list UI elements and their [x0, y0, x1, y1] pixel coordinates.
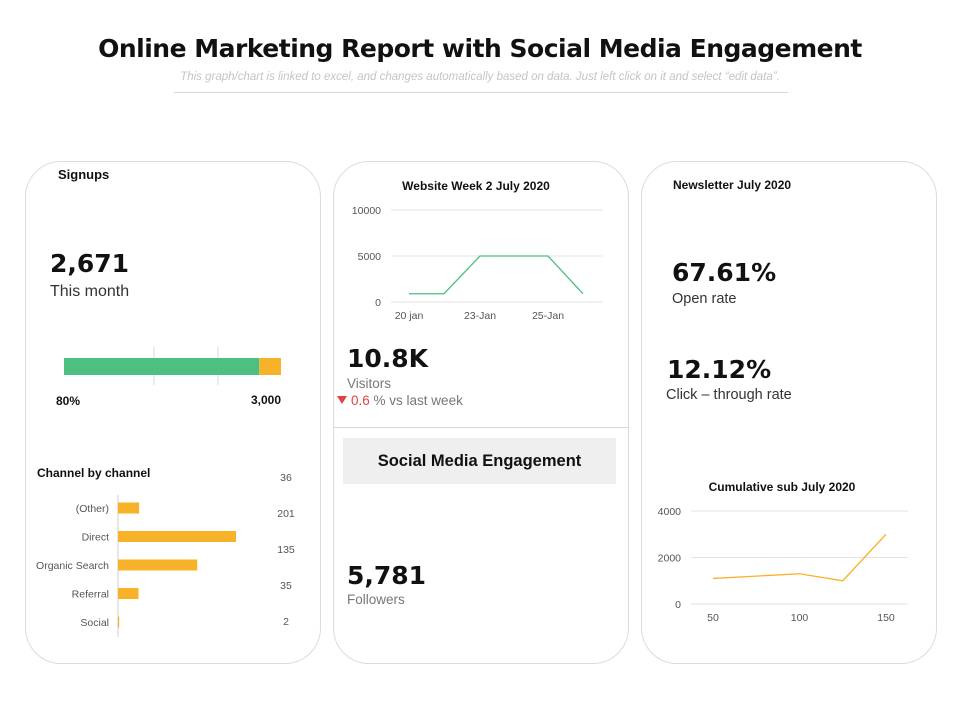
- signups-heading: Signups: [58, 167, 110, 182]
- x-tick-label: 50: [707, 612, 719, 624]
- x-tick-label: 100: [791, 612, 809, 624]
- chart-title: Channel by channel: [37, 466, 150, 480]
- x-tick-label: 23-Jan: [464, 310, 496, 322]
- y-tick-label: 0: [675, 599, 681, 611]
- ctr-value: 12.12%: [667, 355, 772, 384]
- progress-fill: [64, 358, 260, 375]
- ctr-label: Click – through rate: [666, 387, 792, 403]
- category-label: Organic Search: [36, 560, 109, 572]
- y-tick-label: 0: [375, 297, 381, 309]
- data-label: 36: [280, 472, 292, 484]
- data-label: 201: [277, 508, 295, 520]
- visitors-label: Visitors: [347, 376, 392, 391]
- visitors-change-value: 0.6: [351, 393, 370, 408]
- signups-progress-label: 80%: [56, 394, 81, 408]
- page-title: Online Marketing Report with Social Medi…: [98, 34, 862, 63]
- visitors-value: 10.8K: [347, 344, 429, 373]
- bar: [118, 502, 140, 514]
- data-label: 135: [277, 544, 295, 556]
- open-rate-label: Open rate: [672, 291, 737, 307]
- signups-period: This month: [50, 283, 130, 300]
- progress-remaining: [259, 358, 281, 375]
- social-media-engagement-label: Social Media Engagement: [343, 438, 616, 484]
- followers-label: Followers: [347, 592, 405, 607]
- open-rate-value: 67.61%: [672, 258, 777, 287]
- chart-title: Cumulative sub July 2020: [709, 480, 856, 494]
- category-label: Social: [80, 617, 109, 629]
- trend-down-icon: [337, 396, 347, 404]
- series-line: [712, 533, 887, 582]
- category-label: Direct: [82, 532, 110, 544]
- card-divider: [333, 427, 629, 428]
- newsletter-heading: Newsletter July 2020: [673, 178, 792, 192]
- bar: [118, 531, 236, 542]
- title-divider: [174, 92, 788, 93]
- website-card: [333, 161, 629, 664]
- followers-value: 5,781: [347, 561, 427, 590]
- chart-title: Website Week 2 July 2020: [402, 179, 550, 193]
- x-tick-label: 20 jan: [395, 310, 424, 322]
- page-subtitle: This graph/chart is linked to excel, and…: [180, 71, 780, 83]
- cumulative-line-chart: Cumulative sub July 2020 0 2000 4000 50 100 15…: [658, 480, 908, 624]
- channel-bar-chart: Channel by channel (Other) Direct Organic S…: [36, 466, 295, 637]
- x-tick-label: 25-Jan: [532, 310, 564, 322]
- y-tick-label: 5000: [358, 251, 382, 263]
- y-tick-label: 4000: [658, 506, 682, 518]
- x-tick-label: 150: [877, 612, 895, 624]
- bar: [118, 588, 139, 599]
- signups-card: [25, 161, 321, 664]
- newsletter-card: [641, 161, 937, 664]
- visitors-change: 0.6 % vs last week: [337, 393, 463, 408]
- signups-progress-bar: [64, 347, 281, 385]
- signups-target-label: 3,000: [251, 393, 282, 407]
- category-label: Referral: [72, 589, 109, 601]
- y-tick-label: 2000: [658, 553, 682, 565]
- visitors-change-suffix: % vs last week: [373, 393, 463, 408]
- signups-value: 2,671: [50, 249, 130, 278]
- category-label: (Other): [76, 503, 109, 515]
- y-tick-label: 10000: [352, 205, 381, 217]
- website-line-chart: Website Week 2 July 2020 0 5000 10000 20 jan…: [352, 179, 603, 322]
- bar: [118, 559, 198, 571]
- data-label: 2: [283, 616, 289, 628]
- series-line: [409, 255, 584, 295]
- bar: [118, 616, 120, 628]
- data-label: 35: [280, 580, 292, 592]
